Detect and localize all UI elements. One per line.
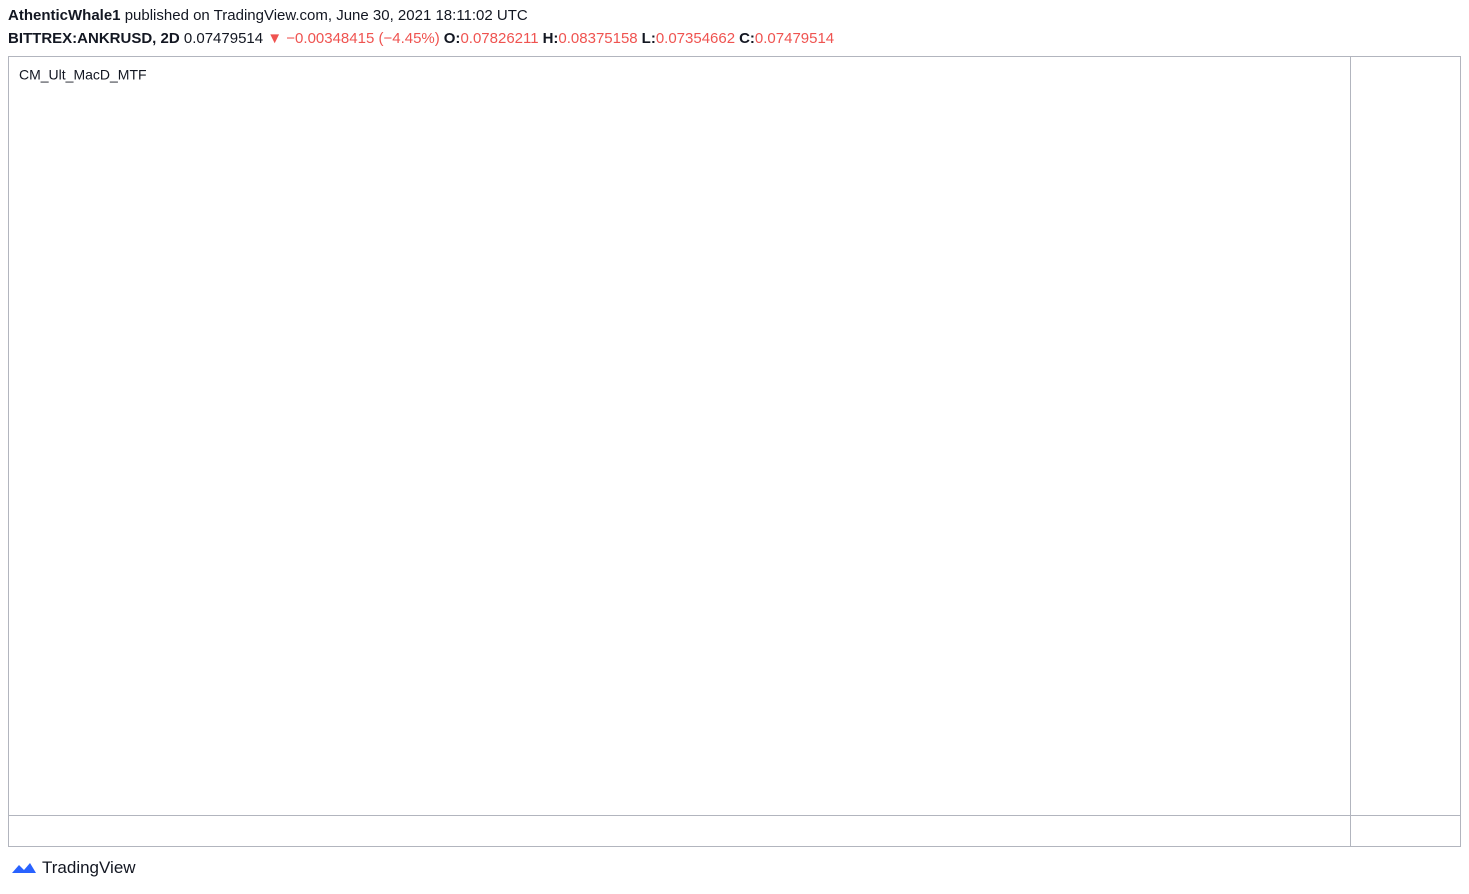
ohlc-key: H: [542, 30, 559, 47]
pane-border [8, 56, 1461, 847]
ohlc-key: L: [641, 30, 656, 47]
author: AthenticWhale1 [8, 7, 121, 24]
ohlc-value: 0.08375158 [558, 30, 638, 47]
symbol-line: BITTREX:ANKRUSD, 2D 0.07479514 ▼ −0.0034… [8, 30, 834, 47]
ohlc: O:0.07826211 H:0.08375158 L:0.07354662 C:0.… [440, 30, 834, 47]
brand: TradingView [42, 858, 136, 877]
last-price: 0.07479514 [183, 30, 264, 47]
ohlc-value: 0.07826211 [460, 30, 539, 47]
publish-line: AthenticWhale1 published on TradingView.… [8, 7, 528, 24]
logo [12, 863, 36, 873]
ohlc-key: C: [739, 30, 755, 47]
published: published on TradingView.com, June 30, 2… [124, 7, 528, 24]
ohlc-value: 0.07479514 [754, 30, 835, 47]
ohlc-key: O: [443, 30, 461, 47]
change: ▼ −0.00348415 (−4.45%) [267, 30, 440, 47]
indicator-title: CM_Ult_MacD_MTF [19, 67, 147, 83]
symbol: BITTREX:ANKRUSD, 2D [8, 30, 180, 47]
footer: TradingView [10, 858, 136, 878]
ohlc-value: 0.07354662 [655, 30, 736, 47]
